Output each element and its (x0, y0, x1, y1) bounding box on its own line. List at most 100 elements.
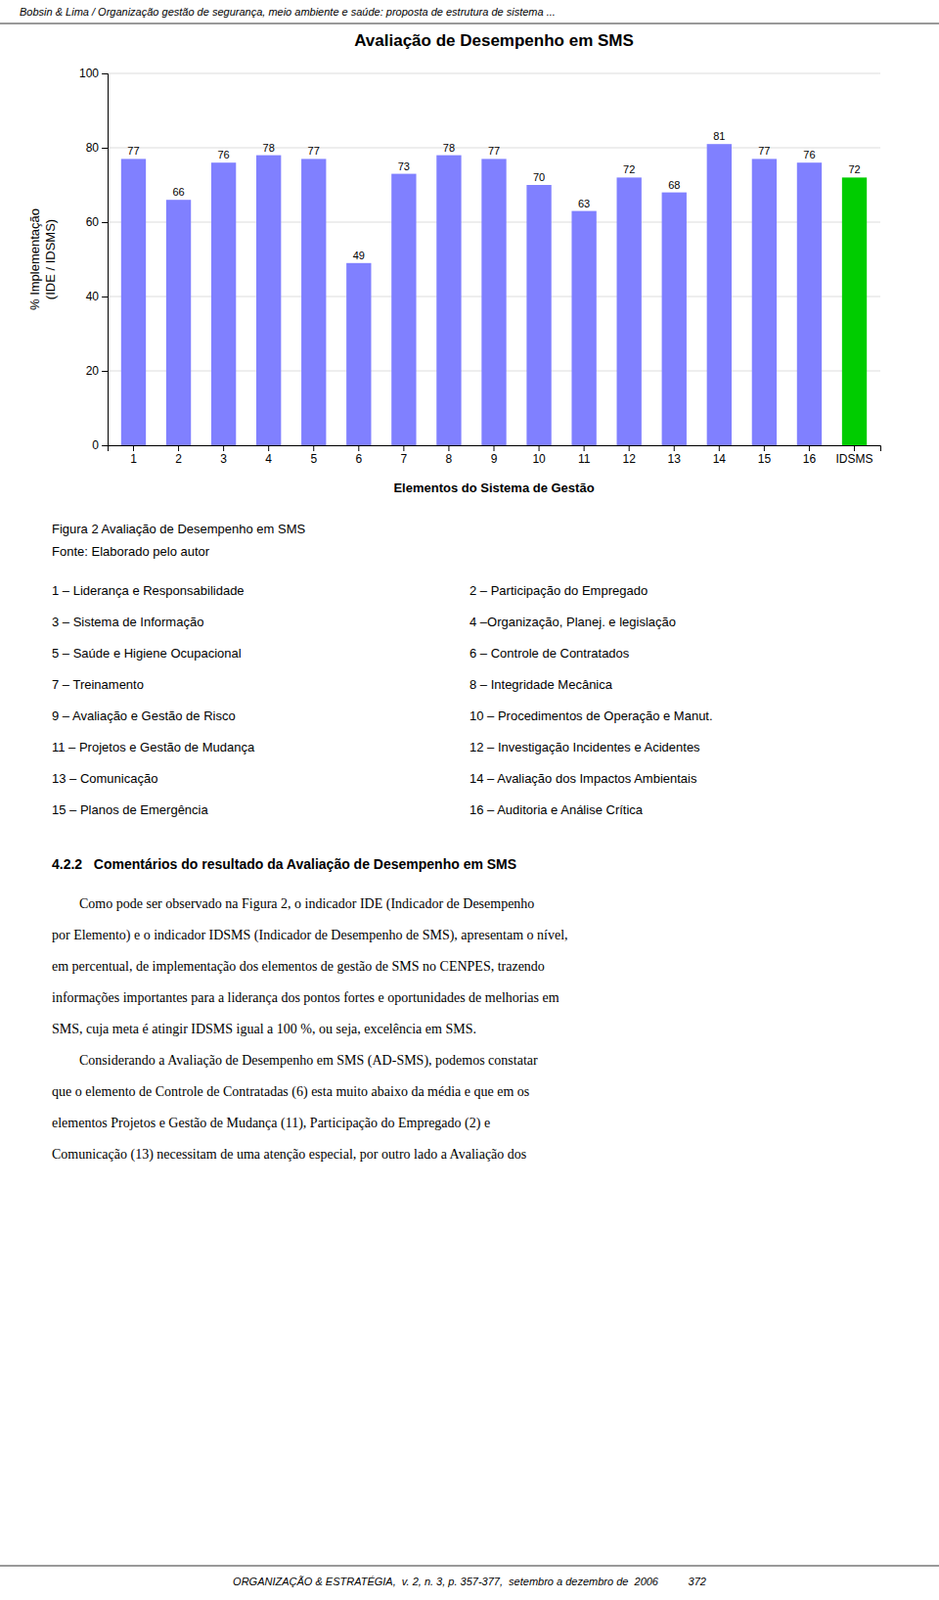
x-tick: 8 (446, 445, 453, 466)
grid (107, 73, 881, 446)
data-label: 76 (217, 148, 229, 161)
data-label: 78 (263, 141, 275, 154)
body-line: Comunicação (13) necessitam de uma atenç… (51, 1146, 527, 1163)
x-tick: 11 (578, 445, 591, 466)
caption: Figura 2 Avaliação de Desempenho em SMS (51, 521, 307, 537)
x-tick-label: 2 (175, 451, 182, 466)
x-tick-mark (313, 445, 314, 451)
element-key-item: 14 – Avaliação dos Impactos Ambientais (469, 770, 698, 786)
data-label: 66 (172, 185, 184, 198)
data-label: 77 (127, 144, 139, 157)
element-key-item: 12 – Investigação Incidentes e Acidentes (469, 739, 701, 755)
x-tick-mark (763, 445, 765, 451)
element-key: 1 – Liderança e Responsabilidade 2 – Part… (51, 582, 714, 817)
x-tick: 15 (758, 445, 772, 466)
bar (256, 155, 281, 446)
body-line: por Elemento) e o indicador IDSMS (Indic… (51, 927, 569, 943)
grid-line (107, 73, 881, 75)
x-tick: 4 (265, 445, 272, 466)
x-tick-label: IDSMS (836, 451, 874, 466)
footer-rule (0, 1565, 939, 1566)
body-line: informações importantes para a liderança… (51, 989, 560, 1005)
data-label: 81 (713, 130, 725, 142)
x-tick: 3 (220, 445, 227, 466)
data-labels: 7766767877497378777063726881777672 (127, 130, 860, 262)
x-tick-mark (357, 445, 359, 451)
header-rule (0, 23, 939, 25)
y-tick: 80 (86, 140, 108, 155)
data-label: 78 (443, 141, 455, 154)
bar (436, 155, 461, 446)
element-key-item: 4 –Organização, Planej. e legislação (469, 614, 676, 629)
x-tick: 10 (532, 445, 546, 466)
bar (166, 199, 191, 446)
body-line: SMS, cuja meta é atingir IDSMS igual a 1… (51, 1021, 477, 1036)
y-axis: 020406080100 (79, 66, 109, 452)
x-tick-mark (223, 445, 224, 451)
y-tick-label: 80 (86, 140, 100, 155)
x-tick-mark (673, 445, 675, 451)
y-tick-mark (101, 222, 108, 224)
y-tick-label: 60 (86, 215, 100, 229)
x-tick-mark (628, 445, 630, 451)
y-tick-label: 100 (79, 66, 99, 81)
x-tick-mark (133, 445, 135, 451)
x-tick: 2 (175, 445, 182, 466)
bar (481, 158, 506, 446)
y-tick-mark (101, 147, 108, 149)
bar (662, 192, 687, 446)
x-tick-label: 15 (758, 451, 772, 466)
x-axis: 12345678910111213141516IDSMS (108, 445, 882, 466)
x-tick-mark (853, 445, 855, 451)
element-key-item: 6 – Controle de Contratados (469, 645, 630, 661)
x-tick-label: 14 (713, 451, 727, 466)
element-key-item: 16 – Auditoria e Análise Crítica (469, 802, 644, 817)
element-key-item: 5 – Saúde e Higiene Ocupacional (51, 645, 242, 661)
x-tick: 1 (130, 445, 137, 466)
x-tick-mark (538, 445, 540, 451)
element-key-item: 7 – Treinamento (51, 676, 144, 692)
x-tick-mark (493, 445, 495, 451)
x-tick: 13 (668, 445, 682, 466)
x-tick-mark (808, 445, 810, 451)
element-key-item: 3 – Sistema de Informação (51, 614, 204, 629)
y-axis-title: % Implementação(IDE / IDSMS) (27, 208, 58, 311)
x-tick-label: 6 (355, 451, 362, 466)
body-line: Como pode ser observado na Figura 2, o i… (51, 895, 535, 912)
element-key-item: 9 – Avaliação e Gestão de Risco (51, 708, 236, 723)
body-line: Considerando a Avaliação de Desempenho e… (51, 1052, 538, 1069)
y-tick-mark (101, 445, 108, 447)
y-tick-mark (101, 296, 108, 298)
x-tick-label: 1 (130, 451, 137, 466)
footer-text: ORGANIZAÇÃO & ESTRATÉGIA, v. 2, n. 3, p.… (232, 1574, 707, 1587)
bar (707, 143, 732, 446)
x-tick-mark (583, 445, 585, 451)
x-tick-mark (178, 445, 179, 451)
bar (211, 162, 236, 446)
y-tick: 100 (79, 66, 108, 81)
x-tick-label: 11 (578, 451, 591, 466)
data-label: 73 (398, 160, 410, 173)
bar (842, 177, 867, 446)
x-tick: IDSMS (836, 445, 874, 466)
element-key-item: 8 – Integridade Mecânica (469, 676, 614, 692)
data-label: 63 (578, 197, 590, 210)
data-label: 76 (803, 148, 815, 161)
y-tick: 40 (86, 289, 108, 304)
x-tick-mark (447, 445, 449, 451)
data-label: 49 (353, 249, 365, 262)
element-key-item: 10 – Procedimentos de Operação e Manut. (469, 708, 714, 723)
y-tick-mark (101, 73, 108, 75)
x-tick-label: 3 (220, 451, 227, 466)
element-key-item: 11 – Projetos e Gestão de Mudança (51, 739, 256, 755)
data-label: 77 (488, 144, 500, 157)
data-label: 77 (308, 144, 320, 157)
x-tick-label: 9 (491, 451, 498, 466)
element-key-item: 2 – Participação do Empregado (469, 582, 648, 598)
x-axis-title: Elementos do Sistema de Gestão (393, 480, 594, 495)
page: Bobsin & Lima / Organização gestão de se… (0, 0, 939, 1600)
element-key-item: 1 – Liderança e Responsabilidade (51, 582, 245, 598)
x-tick-mark (402, 445, 404, 451)
body-line: que o elemento de Controle de Contratada… (51, 1083, 530, 1100)
x-tick: 6 (355, 445, 362, 466)
